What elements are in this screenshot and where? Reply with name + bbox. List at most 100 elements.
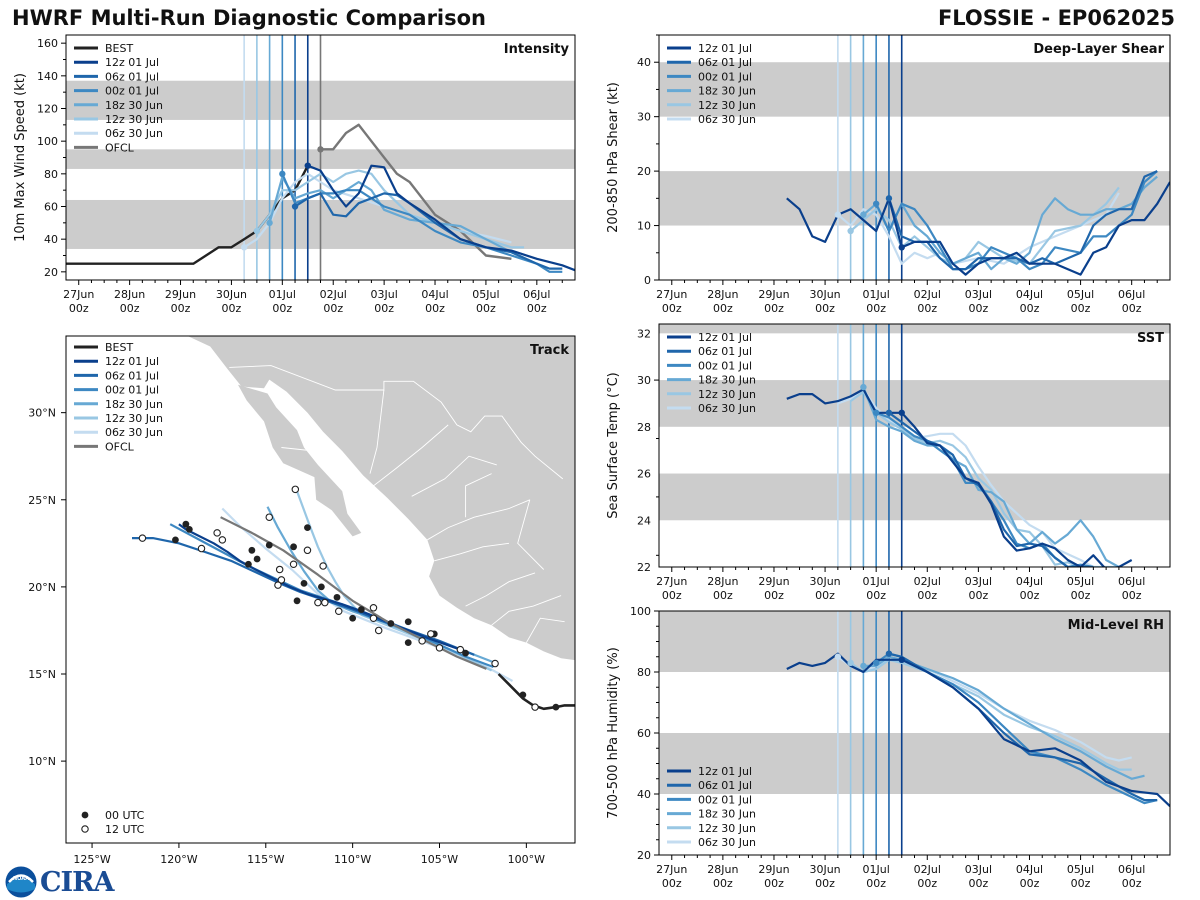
intensity-marker-12z-01-jul [304, 162, 311, 169]
shear-band-1 [659, 62, 1170, 117]
shear-xtick-label-line2: 00z [713, 302, 733, 315]
shear-plot-area [659, 35, 1170, 280]
intensity-xtick-label-line2: 00z [425, 302, 445, 315]
sst-marker-18z-30-jun [860, 383, 867, 391]
legend-label-00z-01-jul: 00z 01 Jul [105, 85, 159, 98]
intensity-xtick-label: 01Jul 00z [269, 288, 296, 315]
shear-xtick-label: 30Jun 00z [809, 288, 840, 315]
sst-ytick-label: 26 [637, 468, 651, 481]
track-dot-12utc [319, 562, 327, 570]
intensity-xtick-label: 03Jul 00z [370, 288, 397, 315]
rh-ylabel: 700-500 hPa Humidity (%) [606, 647, 621, 819]
track-dot-12utc [289, 560, 298, 568]
sst-ytick-label: 30 [637, 374, 651, 387]
intensity-xtick-label-line2: 00z [272, 302, 292, 315]
track-dot-12utc [491, 659, 499, 668]
sst-marker-00z-01-jul [872, 409, 880, 416]
sst-xtick-label-line2: 00z [764, 589, 784, 602]
legend-label-12z-01-jul: 12z 01 Jul [105, 56, 159, 69]
rh-xtick-label: 01Jul 00z [863, 863, 890, 890]
state-border-5 [434, 542, 510, 562]
track-dot-12utc [197, 544, 206, 553]
intensity-xtick-label: 29Jun 00z [165, 288, 196, 315]
shear-xtick-label-line2: 00z [764, 302, 784, 315]
sst-marker-12z-01-jul [898, 409, 905, 416]
sst-panel: 22 24 26 28 30 32 27Jun 00z 28Jun 00z 29Jun 00z 30Ju… [606, 323, 1171, 602]
intensity-series-18z-30-jun [268, 176, 538, 265]
state-border-7 [491, 595, 562, 626]
legend-label-18z-30-jun: 18z 30 Jun [105, 398, 163, 411]
shear-xtick-label: 03Jul 00z [965, 288, 992, 315]
sst-ytick-label: 28 [637, 421, 651, 434]
sst-xtick-label-line2: 00z [662, 589, 682, 602]
intensity-xtick-label-line2: 00z [69, 302, 89, 315]
shear-ytick-label: 10 [637, 220, 651, 233]
rh-series-18z-30-jun [863, 655, 1145, 780]
intensity-xtick-label: 28Jun 00z [114, 288, 145, 315]
shear-ylabel: 200-850 hPa Shear (kt) [606, 82, 621, 233]
legend-label-06z-01-jul: 06z 01 Jul [698, 345, 752, 358]
legend-label-00utc: 00 UTC [105, 809, 145, 822]
rh-series-12z-01-jul [786, 652, 1170, 807]
shear-panel: 0 10 20 30 40 27Jun 00z 28Jun 00z 29Jun 00z 30Jun 00… [606, 34, 1171, 315]
rh-xtick-label: 05Jul 00z [1067, 863, 1094, 890]
shear-xtick-label: 05Jul 00z [1067, 288, 1094, 315]
intensity-marker-18z-30-jun [266, 219, 273, 227]
legend-label-06z-01-jul: 06z 01 Jul [105, 369, 159, 382]
rh-xtick-label: 04Jul 00z [1016, 863, 1043, 890]
intensity-series-12z-01-jul [307, 164, 575, 272]
shear-xtick-label: 04Jul 00z [1016, 288, 1043, 315]
rh-marker-12z-30-jun [847, 659, 854, 667]
shear-xtick-label-line2: 00z [662, 302, 682, 315]
legend-label-06z-30-jun: 06z 30 Jun [698, 836, 756, 849]
intensity-xtick-label: 06Jul 00z [523, 288, 550, 315]
legend-label-12z-30-jun: 12z 30 Jun [698, 99, 756, 112]
track-dot-12utc [369, 604, 378, 612]
legend-label-12utc: 12 UTC [105, 823, 145, 836]
track-dot-12utc [374, 626, 383, 635]
sst-xtick-label: 05Jul 00z [1067, 575, 1094, 602]
legend-label-12z-30-jun: 12z 30 Jun [698, 822, 756, 835]
rh-xtick-label-line2: 00z [713, 877, 733, 890]
noaa-logo-text: NOAA [13, 876, 29, 882]
track-dot-12utc [314, 598, 322, 607]
rh-ytick-label: 60 [637, 727, 651, 740]
sst-xtick-label: 29Jun 00z [758, 575, 789, 602]
track-dot-12utc [531, 703, 539, 711]
legend-label-12z-01-jul: 12z 01 Jul [698, 42, 752, 55]
intensity-xtick-label: 30Jun 00z [216, 288, 247, 315]
state-border-0 [229, 365, 564, 480]
sst-xtick-label-line2: 00z [815, 589, 835, 602]
sst-xtick-label: 02Jul 00z [914, 575, 941, 602]
track-dot-00utc [182, 520, 190, 528]
state-border-11 [281, 447, 315, 452]
intensity-marker-06z-30-jun [240, 244, 248, 251]
rh-panel: 20 40 60 80 100 27Jun 00z 28Jun 00z 29Jun 00z 30Jun… [606, 605, 1171, 890]
legend-label-06z-01-jul: 06z 01 Jul [698, 56, 752, 69]
legend-label-12z-01-jul: 12z 01 Jul [698, 331, 752, 344]
track-dot-12utc [303, 546, 312, 555]
rh-xtick-label: 30Jun 00z [809, 863, 840, 890]
sst-ytick-label: 22 [637, 561, 651, 574]
sst-marker-06z-01-jul [885, 409, 893, 416]
legend-marker-00utc [81, 811, 89, 819]
track-dot-00utc [333, 593, 341, 601]
shear-series-18z-30-jun [862, 175, 1158, 271]
track-panel: 125°W 120°W 115°W 110°W 105°W 100°W 10°N 15°N 20… [28, 335, 576, 866]
track-dot-00utc [462, 649, 469, 657]
rh-xtick-label-line2: 00z [1122, 877, 1142, 890]
sst-band-2 [659, 324, 1170, 334]
rh-ytick-label: 20 [637, 849, 651, 862]
track-dot-00utc [290, 543, 297, 551]
intensity-ytick-label: 20 [44, 266, 58, 279]
track-dot-12utc [265, 513, 274, 521]
legend-label-06z-30-jun: 06z 30 Jun [105, 426, 163, 439]
track-dot-00utc [552, 703, 560, 711]
shear-marker-12z-30-jun [847, 227, 854, 235]
track-dot-12utc [277, 576, 286, 584]
legend-label-00z-01-jul: 00z 01 Jul [698, 70, 752, 83]
shear-xtick-label-line2: 00z [866, 302, 886, 315]
intensity-xtick-label-line2: 00z [527, 302, 547, 315]
sst-title: SST [1137, 331, 1164, 346]
noaa-logo-icon: NOAA [5, 866, 37, 898]
